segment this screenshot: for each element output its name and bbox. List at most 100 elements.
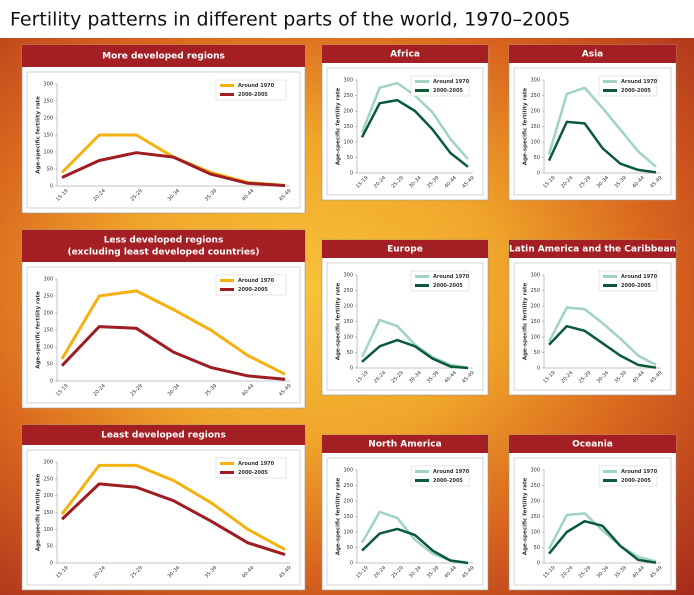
y-tick-label: 50 — [534, 545, 540, 551]
y-axis-label: Age-specific fertility rate — [523, 87, 529, 165]
series-line — [547, 306, 657, 367]
y-tick-label: 0 — [537, 366, 540, 372]
legend-label: Around 1970 — [238, 278, 275, 284]
legend-label: 2000-2005 — [621, 283, 651, 289]
panel-title: Less developed regions — [104, 236, 224, 246]
legend-label: 2000-2005 — [433, 283, 463, 289]
y-tick-label: 0 — [537, 171, 540, 177]
y-tick-label: 50 — [347, 545, 353, 551]
legend-label: 2000-2005 — [621, 478, 651, 484]
series-line — [547, 512, 657, 563]
y-tick-label: 50 — [534, 155, 540, 161]
series-line — [60, 325, 286, 381]
y-tick-label: 200 — [343, 109, 353, 115]
panel-title: Latin America and the Caribbean — [509, 245, 676, 255]
legend-label: Around 1970 — [621, 79, 658, 85]
series-line — [61, 151, 286, 188]
y-tick-label: 250 — [530, 288, 540, 294]
y-tick-label: 250 — [530, 483, 540, 489]
y-tick-label: 200 — [530, 304, 540, 310]
y-tick-label: 300 — [43, 82, 53, 88]
y-tick-label: 50 — [534, 350, 540, 356]
y-tick-label: 300 — [530, 78, 540, 84]
y-axis-label: Age-specific fertility rate — [36, 473, 42, 551]
y-tick-label: 200 — [43, 116, 53, 122]
panel-header — [509, 435, 676, 453]
y-tick-label: 50 — [347, 155, 353, 161]
series-line — [360, 98, 469, 168]
series-line — [60, 482, 286, 557]
panel-header — [322, 435, 488, 453]
y-axis-label: Age-specific fertility rate — [36, 291, 42, 369]
y-tick-label: 250 — [530, 93, 540, 99]
legend-label: 2000-2005 — [238, 287, 268, 293]
panel-title: Asia — [582, 50, 603, 60]
y-tick-label: 100 — [530, 140, 540, 146]
panel-header — [509, 45, 676, 63]
y-tick-label: 100 — [43, 527, 53, 533]
y-tick-label: 100 — [343, 335, 353, 341]
y-tick-label: 200 — [530, 109, 540, 115]
legend-label: Around 1970 — [238, 461, 275, 467]
y-axis-label: Age-specific fertility rate — [36, 96, 42, 174]
y-tick-label: 0 — [350, 171, 353, 177]
y-tick-label: 150 — [530, 319, 540, 325]
y-tick-label: 250 — [43, 99, 53, 105]
y-tick-label: 300 — [43, 460, 53, 466]
y-tick-label: 100 — [43, 345, 53, 351]
series-line — [60, 463, 286, 551]
legend-label: 2000-2005 — [433, 478, 463, 484]
y-tick-label: 100 — [530, 530, 540, 536]
y-tick-label: 0 — [50, 184, 53, 190]
legend-label: Around 1970 — [621, 274, 658, 280]
y-tick-label: 200 — [343, 304, 353, 310]
y-tick-label: 50 — [347, 350, 353, 356]
panel-header — [22, 230, 305, 262]
series-line — [547, 120, 657, 174]
panel-title: More developed regions — [102, 52, 225, 62]
legend-label: 2000-2005 — [433, 88, 463, 94]
y-tick-label: 200 — [43, 311, 53, 317]
series-line — [360, 318, 469, 369]
panel-header — [509, 240, 676, 258]
y-axis-label: Age-specific fertility rate — [336, 477, 342, 555]
legend-label: 2000-2005 — [238, 92, 268, 98]
panel-title: North America — [368, 440, 441, 450]
figure-title: Fertility patterns in different parts of… — [10, 9, 570, 31]
y-tick-label: 0 — [50, 379, 53, 385]
y-tick-label: 50 — [47, 362, 53, 368]
y-tick-label: 200 — [343, 499, 353, 505]
legend-label: 2000-2005 — [238, 470, 268, 476]
legend-label: Around 1970 — [433, 469, 470, 475]
y-tick-label: 250 — [43, 294, 53, 300]
panel-title: Africa — [390, 50, 420, 60]
y-tick-label: 250 — [343, 288, 353, 294]
series-line — [548, 324, 657, 369]
y-tick-label: 250 — [343, 93, 353, 99]
y-tick-label: 200 — [43, 493, 53, 499]
panel-title: Least developed regions — [101, 431, 226, 441]
legend-label: Around 1970 — [621, 469, 658, 475]
series-line — [548, 519, 657, 564]
y-tick-label: 150 — [530, 514, 540, 520]
y-tick-label: 250 — [43, 476, 53, 482]
series-line — [361, 527, 469, 565]
y-tick-label: 100 — [43, 150, 53, 156]
y-tick-label: 300 — [530, 273, 540, 279]
y-axis-label: Age-specific fertility rate — [336, 282, 342, 360]
panel-header — [22, 45, 305, 67]
y-axis-label: Age-specific fertility rate — [523, 477, 529, 555]
y-tick-label: 300 — [343, 468, 353, 474]
y-tick-label: 0 — [537, 561, 540, 567]
legend-label: Around 1970 — [238, 83, 275, 89]
y-tick-label: 150 — [343, 514, 353, 520]
y-tick-label: 150 — [43, 510, 53, 516]
y-tick-label: 0 — [350, 366, 353, 372]
panel-header — [322, 45, 488, 63]
y-tick-label: 200 — [530, 499, 540, 505]
y-tick-label: 0 — [50, 561, 53, 567]
y-tick-label: 300 — [343, 273, 353, 279]
panel-title: Europe — [387, 245, 423, 255]
